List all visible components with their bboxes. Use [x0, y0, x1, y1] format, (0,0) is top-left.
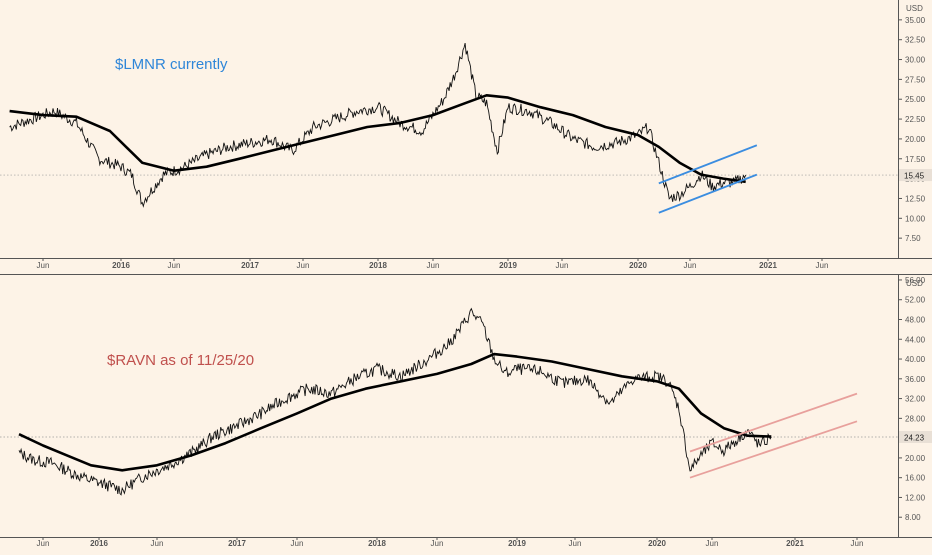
x-tick-label: 2019: [499, 261, 517, 270]
y-tick-label: 48.00: [905, 315, 926, 324]
y-tick-label: 36.00: [905, 375, 926, 384]
price-series-line: [18, 307, 772, 496]
x-tick-label: 2021: [759, 261, 777, 270]
x-tick-label: Jun: [431, 539, 444, 548]
last-price-badge: [899, 169, 932, 182]
channel-line-2: [689, 420, 858, 479]
x-tick-label: Jun: [706, 539, 719, 548]
x-tick-label: 2020: [629, 261, 647, 270]
x-tick-label: 2016: [112, 261, 130, 270]
y-tick-label: 7.50: [905, 234, 921, 243]
x-tick-label: 2018: [369, 261, 387, 270]
chart-pane-2: [0, 307, 898, 496]
price-series-line: [9, 43, 747, 208]
x-tick-label: Jun: [291, 539, 304, 548]
y-tick-label: 28.00: [905, 414, 926, 423]
channel-line-1: [658, 144, 758, 185]
x-tick-label: 2020: [648, 539, 666, 548]
chart-title: $RAVN as of 11/25/20: [107, 352, 254, 369]
y-tick-label: 32.50: [905, 36, 926, 45]
y-tick-label: 27.50: [905, 75, 926, 84]
x-tick-label: 2021: [786, 539, 804, 548]
x-tick-label: Jun: [427, 261, 440, 270]
currency-label: USD: [906, 279, 923, 288]
x-tick-label: Jun: [556, 261, 569, 270]
last-price-label: 15.45: [904, 172, 925, 181]
x-tick-label: Jun: [151, 539, 164, 548]
x-tick-label: 2018: [368, 539, 386, 548]
x-tick-label: 2017: [241, 261, 259, 270]
x-tick-label: Jun: [816, 261, 829, 270]
channel-line-1: [689, 392, 858, 453]
moving-average-line: [9, 94, 746, 184]
y-tick-label: 44.00: [905, 335, 926, 344]
y-tick-label: 25.00: [905, 95, 926, 104]
x-tick-label: Jun: [851, 539, 864, 548]
currency-label: USD: [906, 4, 923, 13]
channel-line-2: [658, 173, 758, 214]
y-tick-label: 52.00: [905, 296, 926, 305]
x-tick-label: Jun: [168, 261, 181, 270]
chart-pane-1: [0, 43, 898, 214]
y-tick-label: 12.00: [905, 493, 926, 502]
y-tick-label: 12.50: [905, 194, 926, 203]
last-price-badge: [899, 430, 932, 443]
y-tick-label: 56.00: [905, 276, 926, 285]
y-tick-label: 17.50: [905, 155, 926, 164]
x-tick-label: 2017: [228, 539, 246, 548]
y-tick-label: 40.00: [905, 355, 926, 364]
chart-title: $LMNR currently: [115, 56, 228, 73]
last-price-label: 24.23: [904, 433, 925, 442]
y-tick-label: 22.50: [905, 115, 926, 124]
y-tick-label: 20.00: [905, 135, 926, 144]
y-tick-label: 35.00: [905, 16, 926, 25]
y-tick-label: 10.00: [905, 214, 926, 223]
x-tick-label: Jun: [37, 539, 50, 548]
x-tick-label: 2019: [508, 539, 526, 548]
x-tick-label: 2016: [90, 539, 108, 548]
x-tick-label: Jun: [684, 261, 697, 270]
y-tick-label: 16.00: [905, 474, 926, 483]
y-tick-label: 30.00: [905, 56, 926, 65]
x-tick-label: Jun: [37, 261, 50, 270]
y-tick-label: 8.00: [905, 513, 921, 522]
x-tick-label: Jun: [569, 539, 582, 548]
y-tick-label: 32.00: [905, 395, 926, 404]
x-tick-label: Jun: [297, 261, 310, 270]
y-tick-label: 20.00: [905, 454, 926, 463]
moving-average-line: [18, 352, 772, 472]
